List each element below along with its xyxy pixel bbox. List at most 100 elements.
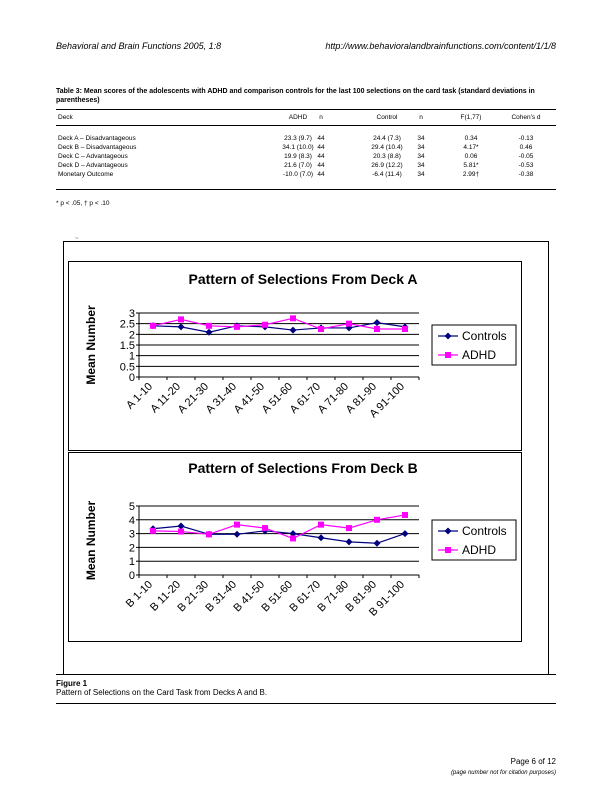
table-cell: 4.17* xyxy=(463,144,479,151)
table-cell: -0.05 xyxy=(518,153,534,160)
table-cell: 34 xyxy=(417,153,425,160)
y-tick-label: 0 xyxy=(129,570,135,582)
y-axis-label: Mean Number xyxy=(84,305,98,385)
data-point-adhd xyxy=(402,511,408,518)
y-tick-label: 2 xyxy=(129,542,135,554)
table-cell: Deck B – Disadvantageous xyxy=(58,144,137,151)
table-cell: Monetary Outcome xyxy=(58,171,114,178)
y-tick-label: 1 xyxy=(129,556,135,568)
running-header-url[interactable]: http://www.behavioralandbrainfunctions.c… xyxy=(325,41,556,51)
page-number: Page 6 of 12 xyxy=(510,757,556,766)
data-point-adhd xyxy=(150,527,156,534)
chart-deck-a-svg: Pattern of Selections From Deck A Mean Nu… xyxy=(84,271,517,420)
table-header-cell: ADHD xyxy=(288,114,308,121)
data-point-adhd xyxy=(318,521,324,528)
y-tick-label: 1 xyxy=(129,351,135,363)
data-point-controls xyxy=(401,530,409,538)
table-cell: -10.0 (7.0) xyxy=(283,171,313,178)
chart-deck-b: Pattern of Selections From Deck B Mean Nu… xyxy=(68,452,522,642)
y-tick-label: 3 xyxy=(129,529,135,541)
data-point-adhd xyxy=(262,321,268,328)
table-row: Deck D – Advantageous 21.6 (7.0) 44 26.9… xyxy=(56,161,556,170)
data-point-adhd xyxy=(346,525,352,532)
table-row: Deck A – Disadvantageous 23.3 (9.7) 44 2… xyxy=(56,134,556,143)
data-point-controls xyxy=(233,530,241,538)
table-cell: 0.46 xyxy=(519,144,533,151)
legend-marker-controls xyxy=(444,527,452,535)
page-number-note: (page number not for citation purposes) xyxy=(450,770,556,776)
data-point-controls xyxy=(205,328,213,336)
y-tick-label: 3 xyxy=(129,308,135,320)
data-point-adhd xyxy=(290,315,296,322)
y-tick-label: 2 xyxy=(129,329,135,341)
data-point-adhd xyxy=(374,326,380,332)
table-header-cell: n xyxy=(319,114,323,121)
table-header-cell: Cohen's d xyxy=(511,114,541,121)
table-cell: -0.38 xyxy=(518,171,534,178)
data-point-adhd xyxy=(150,322,156,329)
data-point-adhd xyxy=(234,323,240,330)
table-cell: 44 xyxy=(317,135,325,142)
series-line-controls xyxy=(152,525,406,544)
stray-mark: ~ xyxy=(75,236,79,242)
figure-bottom-rule xyxy=(56,703,556,704)
table-cell: 44 xyxy=(317,171,325,178)
data-point-adhd xyxy=(178,528,184,535)
chart-title: Pattern of Selections From Deck A xyxy=(189,271,418,287)
table-footnote: * p < .05, † p < .10 xyxy=(56,200,110,207)
table-cell: 44 xyxy=(317,153,325,160)
legend-label-controls: Controls xyxy=(462,329,507,343)
data-point-controls xyxy=(317,534,325,542)
data-point-adhd xyxy=(374,516,380,523)
legend-marker-adhd xyxy=(445,547,451,553)
data-point-controls xyxy=(289,530,297,538)
figure-caption: Pattern of Selections on the Card Task f… xyxy=(56,688,268,697)
data-point-adhd xyxy=(206,322,212,329)
table-cell: 2.99† xyxy=(462,171,480,178)
data-point-adhd xyxy=(318,326,324,332)
table-cell: 23.3 (9.7) xyxy=(284,135,312,142)
running-header-journal: Behavioral and Brain Functions 2005, 1:8 xyxy=(56,41,221,51)
table-cell: 26.9 (12.2) xyxy=(371,162,403,169)
table-cell: 34 xyxy=(417,135,425,142)
table-header-rule xyxy=(56,125,556,126)
legend-label-controls: Controls xyxy=(462,524,507,538)
legend-box xyxy=(431,519,517,561)
chart-deck-b-svg: Pattern of Selections From Deck B Mean Nu… xyxy=(84,460,517,619)
table-cell: 5.81* xyxy=(463,162,479,169)
chart-legend: Controls ADHD xyxy=(431,324,517,366)
table-cell: 34 xyxy=(417,171,425,178)
table-header-cell: n xyxy=(419,114,423,121)
table-cell: 29.4 (10.4) xyxy=(371,144,403,151)
data-point-adhd xyxy=(346,320,352,327)
table-cell: 24.4 (7.3) xyxy=(373,135,401,142)
table-cell: 21.6 (7.0) xyxy=(284,162,312,169)
figure-top-rule xyxy=(56,674,556,675)
data-point-adhd xyxy=(290,535,296,542)
table-row: Deck C – Advantageous 19.9 (8.3) 44 20.3… xyxy=(56,152,556,161)
y-axis-label: Mean Number xyxy=(84,501,98,581)
chart-legend: Controls ADHD xyxy=(431,519,517,561)
chart-title: Pattern of Selections From Deck B xyxy=(188,460,418,476)
table-top-rule xyxy=(56,109,556,110)
data-point-adhd xyxy=(402,326,408,332)
table-cell: 34 xyxy=(417,144,425,151)
table-cell: 34.1 (10.0) xyxy=(282,144,314,151)
y-tick-label: 5 xyxy=(129,501,135,513)
y-tick-label: 4 xyxy=(129,515,135,527)
series-line-controls xyxy=(152,321,406,333)
data-point-controls xyxy=(345,538,353,546)
table-cell: -6.4 (11.4) xyxy=(372,171,402,178)
journal-citation: 2005, 1:8 xyxy=(183,41,222,51)
table-cell: Deck C – Advantageous xyxy=(58,153,128,160)
legend-label-adhd: ADHD xyxy=(462,348,496,362)
table-cell: 20.3 (8.8) xyxy=(373,153,401,160)
table-cell: 19.9 (8.3) xyxy=(284,153,312,160)
y-tick-label: 2.5 xyxy=(120,319,135,331)
data-point-adhd xyxy=(206,531,212,538)
table-cell: 0.34 xyxy=(464,135,478,142)
table-cell: Deck D – Advantageous xyxy=(58,162,128,169)
data-point-adhd xyxy=(234,521,240,528)
y-tick-label: 0 xyxy=(129,372,135,384)
data-point-controls xyxy=(373,539,381,547)
